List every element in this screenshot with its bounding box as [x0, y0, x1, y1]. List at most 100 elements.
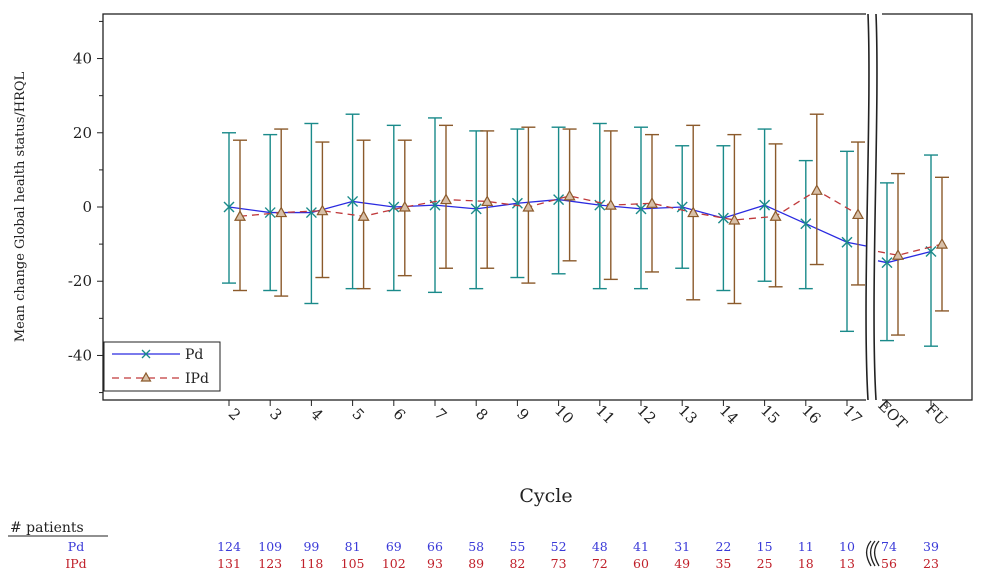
x-tick-label: 7 [431, 405, 450, 424]
patient-count-pd: 58 [468, 539, 484, 554]
axis-break-line-right [873, 13, 878, 401]
data-point-pd [264, 207, 276, 219]
x-tick-label: 9 [513, 405, 532, 424]
patient-count-pd: 41 [633, 539, 649, 554]
data-point-pd [594, 199, 606, 211]
patient-count-pd: 52 [551, 539, 567, 554]
x-tick-label: 12 [633, 401, 659, 427]
y-tick-label: -40 [68, 346, 92, 364]
x-tick-label: 8 [472, 405, 491, 424]
y-tick-label: 20 [73, 124, 92, 142]
x-tick-label: 6 [390, 405, 409, 424]
data-point-pd [470, 203, 482, 215]
data-point-ipd [728, 213, 741, 225]
patient-count-ipd: 56 [881, 556, 897, 571]
patient-count-pd: 109 [258, 539, 282, 554]
data-point-pd [800, 218, 812, 230]
patient-count-ipd: 23 [923, 556, 939, 571]
x-tick-label: 14 [716, 401, 742, 427]
patients-row-label-ipd: IPd [65, 556, 86, 571]
axis-break-line-left [865, 13, 870, 401]
data-point-ipd [398, 200, 411, 212]
patient-count-pd: 22 [715, 539, 731, 554]
data-point-ipd [316, 204, 329, 216]
data-point-pd [305, 207, 317, 219]
patient-count-ipd: 93 [427, 556, 443, 571]
plot-frame-right [877, 13, 973, 401]
data-point-ipd [810, 184, 823, 195]
patient-count-ipd: 89 [468, 556, 484, 571]
data-point-pd [881, 257, 893, 269]
x-tick-label: 13 [675, 401, 701, 427]
patient-count-pd: 74 [881, 539, 897, 554]
legend: Pd IPd [103, 341, 221, 392]
data-point-ipd [687, 206, 700, 218]
data-point-pd [429, 199, 441, 211]
counts-break-mark [865, 540, 880, 567]
patients-row-label-pd: Pd [68, 539, 84, 554]
patient-count-pd: 11 [798, 539, 814, 554]
series-line-tail-ipd [877, 243, 943, 256]
x-tick-label: 15 [757, 401, 783, 427]
axis-break-gap [866, 10, 882, 404]
y-axis: -40 -20 0 20 40 [68, 20, 103, 394]
data-point-ipd [851, 208, 865, 220]
patient-count-pd: 48 [592, 539, 608, 554]
patient-count-ipd: 105 [341, 556, 365, 571]
patient-count-pd: 39 [923, 539, 939, 554]
patients-header: # patients [10, 520, 84, 536]
x-axis-title: Cycle [519, 485, 572, 507]
patient-count-pd: 81 [345, 539, 361, 554]
patient-count-pd: 55 [509, 539, 525, 554]
patient-count-ipd: 82 [509, 556, 525, 571]
legend-box [103, 341, 221, 392]
y-tick-label: -20 [68, 272, 92, 290]
data-point-ipd [604, 198, 617, 210]
y-tick-label: 0 [82, 198, 92, 216]
y-axis-title: Mean change Global health status/HRQL [13, 71, 28, 342]
data-point-ipd [275, 206, 288, 218]
legend-label-ipd: IPd [185, 371, 209, 387]
data-point-ipd [481, 195, 494, 207]
data-point-pd [635, 203, 647, 215]
series-line-pd [228, 198, 867, 247]
data-point-pd [511, 197, 523, 209]
y-tick-label: 40 [73, 50, 92, 68]
patient-count-ipd: 118 [299, 556, 323, 571]
patient-count-ipd: 49 [674, 556, 690, 571]
data-point-pd [759, 199, 771, 211]
patient-count-ipd: 102 [382, 556, 406, 571]
data-point-pd [676, 201, 688, 213]
patient-count-ipd: 13 [839, 556, 855, 571]
x-tick-label: 11 [592, 401, 618, 427]
counts-layer: 124 109 99 81 69 66 58 55 52 48 41 31 22 15 11 10 74 39 13… [217, 539, 939, 571]
patient-count-ipd: 131 [217, 556, 241, 571]
patient-count-pd: 124 [217, 539, 241, 554]
data-point-pd [388, 201, 400, 213]
data-point-ipd [439, 193, 453, 205]
legend-marker-pd [141, 349, 151, 359]
data-point-pd [925, 246, 937, 258]
patient-count-ipd: 72 [592, 556, 608, 571]
patient-count-ipd: 35 [715, 556, 731, 571]
x-tick-label: 2 [225, 405, 244, 424]
patient-count-pd: 31 [674, 539, 690, 554]
data-point-pd [841, 236, 853, 248]
x-tick-label: 3 [266, 405, 285, 424]
series-line-ipd [239, 189, 867, 221]
patient-count-ipd: 60 [633, 556, 649, 571]
data-point-ipd [935, 237, 949, 249]
x-tick-label: 5 [348, 405, 367, 424]
patient-count-pd: 69 [386, 539, 402, 554]
series-layer [222, 113, 949, 347]
data-point-ipd [891, 249, 905, 260]
data-point-pd [717, 212, 729, 224]
legend-marker-ipd [140, 371, 152, 382]
patient-count-ipd: 25 [757, 556, 773, 571]
x-axis: 2 3 4 5 6 7 8 9 10 11 12 13 14 15 16 17 EOT FU [225, 396, 951, 432]
patient-count-pd: 66 [427, 539, 443, 554]
data-point-pd [223, 201, 235, 213]
patient-count-ipd: 73 [551, 556, 567, 571]
data-point-ipd [522, 200, 535, 212]
